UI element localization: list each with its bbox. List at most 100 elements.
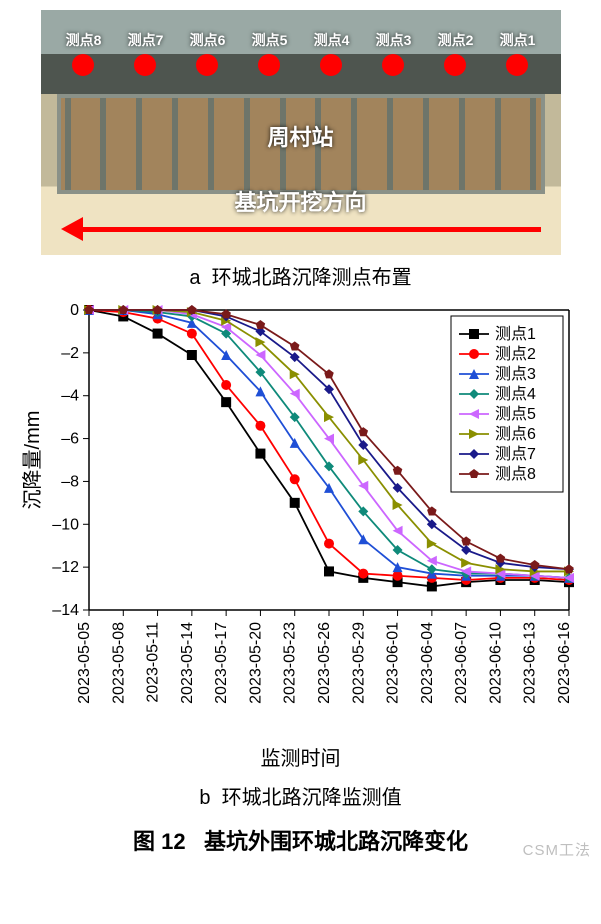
panel-a-caption: a 环城北路沉降测点布置: [20, 261, 581, 290]
marker-icon: [529, 560, 539, 569]
measurement-point: 测点7: [128, 30, 164, 76]
panel-b-prefix: b: [199, 787, 210, 809]
strut: [459, 98, 465, 190]
strut: [172, 98, 178, 190]
marker-icon: [324, 566, 334, 576]
x-tick-label: 2023-05-26: [316, 622, 333, 704]
marker-icon: [495, 554, 505, 563]
point-label: 测点7: [128, 30, 164, 50]
x-tick-label: 2023-05-20: [247, 622, 264, 704]
marker-icon: [358, 427, 368, 436]
strut: [65, 98, 71, 190]
strut: [351, 98, 357, 190]
measurement-points-row: 测点8测点7测点6测点5测点4测点3测点2测点1: [41, 30, 561, 76]
point-label: 测点2: [438, 30, 474, 50]
marker-icon: [289, 498, 299, 508]
x-tick-label: 2023-06-04: [418, 622, 435, 704]
x-tick-label: 2023-05-23: [281, 622, 298, 704]
legend-label: 测点1: [495, 325, 536, 343]
marker-icon: [186, 350, 196, 360]
legend-label: 测点8: [495, 465, 536, 483]
measurement-point: 测点4: [314, 30, 350, 76]
y-tick-label: –4: [61, 388, 79, 405]
marker-icon: [289, 438, 299, 448]
marker-icon: [461, 558, 471, 568]
point-label: 测点5: [252, 30, 288, 50]
marker-icon: [469, 329, 479, 339]
figure-title: 基坑外围环城北路沉降变化: [204, 829, 468, 854]
panel-b-caption: b 环城北路沉降监测值: [20, 781, 581, 810]
strut: [136, 98, 142, 190]
arrow-head-icon: [61, 217, 83, 241]
x-tick-label: 2023-05-14: [178, 622, 195, 704]
marker-icon: [564, 564, 574, 573]
x-tick-label: 2023-06-07: [453, 622, 470, 704]
marker-icon: [152, 329, 162, 339]
y-tick-label: –12: [52, 559, 79, 576]
excavation-arrow: [61, 213, 541, 245]
panel-a-photo: 测点8测点7测点6测点5测点4测点3测点2测点1 周村站 基坑开挖方向: [41, 10, 561, 255]
measurement-point: 测点3: [376, 30, 412, 76]
x-axis-label: 监测时间: [20, 742, 581, 771]
y-axis-label: 沉降量/mm: [21, 411, 44, 510]
point-dot-icon: [134, 54, 156, 76]
panel-a-prefix: a: [189, 267, 200, 289]
strut: [423, 98, 429, 190]
marker-icon: [392, 571, 402, 581]
strut: [244, 98, 250, 190]
panel-b-caption-text: 环城北路沉降监测值: [222, 787, 402, 809]
y-tick-label: –10: [52, 516, 79, 533]
point-dot-icon: [258, 54, 280, 76]
measurement-point: 测点2: [438, 30, 474, 76]
x-tick-label: 2023-05-08: [110, 622, 127, 704]
figure-number: 图 12: [133, 829, 186, 854]
legend-label: 测点3: [495, 365, 536, 383]
marker-icon: [255, 449, 265, 459]
x-tick-label: 2023-05-17: [213, 622, 230, 704]
marker-icon: [187, 305, 197, 314]
strut: [387, 98, 393, 190]
x-tick-label: 2023-06-10: [487, 622, 504, 704]
legend-label: 测点7: [495, 445, 536, 463]
figure-container: 测点8测点7测点6测点5测点4测点3测点2测点1 周村站 基坑开挖方向 a 环城…: [0, 0, 601, 866]
x-tick-label: 2023-06-13: [521, 622, 538, 704]
measurement-point: 测点6: [190, 30, 226, 76]
marker-icon: [426, 539, 436, 549]
point-label: 测点8: [66, 30, 102, 50]
settlement-chart: 0–2–4–6–8–10–12–14沉降量/mm2023-05-052023-0…: [21, 300, 581, 740]
strut: [208, 98, 214, 190]
x-tick-label: 2023-05-29: [350, 622, 367, 704]
point-dot-icon: [506, 54, 528, 76]
panel-a-caption-text: 环城北路沉降测点布置: [212, 267, 412, 289]
x-tick-label: 2023-06-01: [384, 622, 401, 704]
marker-icon: [358, 534, 368, 544]
x-tick-label: 2023-06-16: [556, 622, 573, 704]
measurement-point: 测点5: [252, 30, 288, 76]
figure-caption: 图 12 基坑外围环城北路沉降变化: [20, 824, 581, 856]
marker-icon: [255, 421, 265, 431]
marker-icon: [221, 397, 231, 407]
marker-icon: [469, 349, 479, 359]
y-tick-label: –14: [52, 602, 79, 619]
x-tick-label: 2023-05-05: [76, 622, 93, 704]
measurement-point: 测点8: [66, 30, 102, 76]
marker-icon: [186, 329, 196, 339]
x-tick-label: 2023-05-11: [144, 622, 161, 703]
strut: [530, 98, 536, 190]
marker-icon: [289, 474, 299, 484]
y-tick-label: –6: [61, 431, 79, 448]
marker-icon: [289, 341, 299, 350]
y-tick-label: –8: [61, 473, 79, 490]
marker-icon: [221, 380, 231, 390]
legend-label: 测点2: [495, 345, 536, 363]
marker-icon: [324, 539, 334, 549]
strut: [495, 98, 501, 190]
strut: [100, 98, 106, 190]
point-label: 测点4: [314, 30, 350, 50]
point-dot-icon: [320, 54, 342, 76]
point-label: 测点6: [190, 30, 226, 50]
point-dot-icon: [444, 54, 466, 76]
point-dot-icon: [196, 54, 218, 76]
marker-icon: [255, 320, 265, 329]
point-label: 测点3: [376, 30, 412, 50]
